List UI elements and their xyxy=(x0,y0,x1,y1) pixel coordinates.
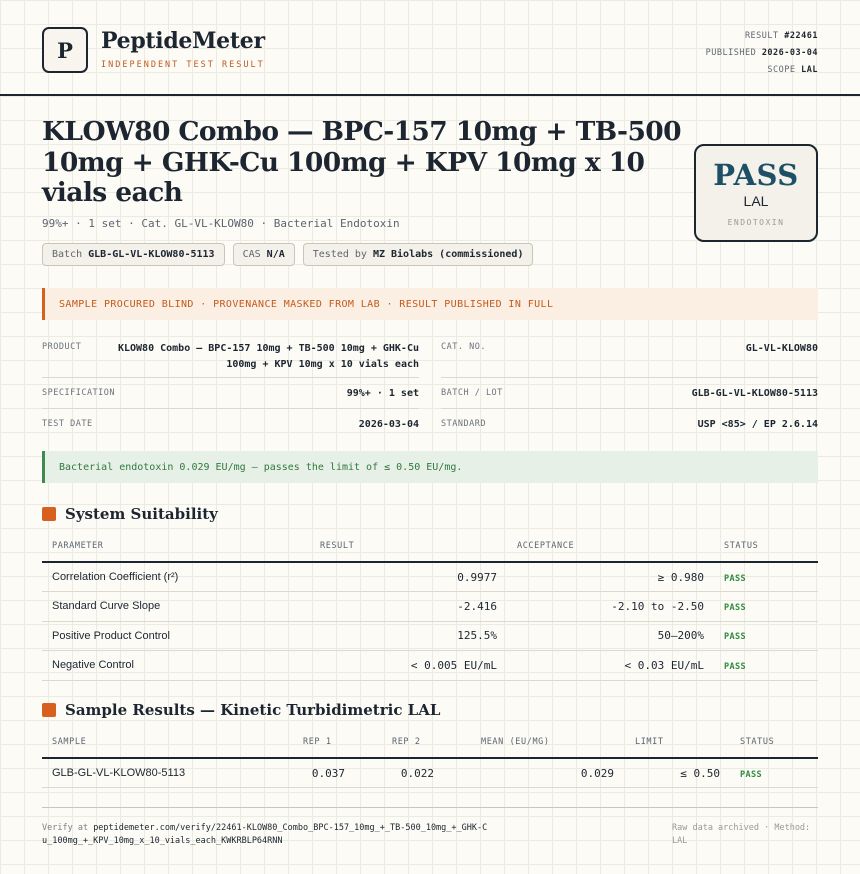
status-badge: PASS xyxy=(724,573,747,584)
info-batch-lot: BATCH / LOT GLB-GL-VL-KLOW80-5113 xyxy=(441,388,818,409)
report-header: P PeptideMeter INDEPENDENT TEST RESULT R… xyxy=(0,0,860,96)
limit-cell: ≤ 0.50 xyxy=(614,758,720,788)
verify-link[interactable]: peptidemeter.com/verify/22461-KLOW80_Com… xyxy=(42,823,488,846)
suitability-heading: System Suitability xyxy=(42,505,218,523)
brand-tagline: INDEPENDENT TEST RESULT xyxy=(101,60,265,70)
pass-word: PASS xyxy=(713,158,799,192)
param-cell: Negative Control xyxy=(42,650,310,681)
result-summary-banner: Bacterial endotoxin 0.029 EU/mg — passes… xyxy=(42,451,818,483)
acceptance-cell: 50–200% xyxy=(497,621,704,651)
verify-text: Verify at peptidemeter.com/verify/22461-… xyxy=(42,822,492,848)
status-badge: PASS xyxy=(740,769,763,780)
info-label: TEST DATE xyxy=(42,419,93,429)
pass-stamp: PASS LAL ENDOTOXIN xyxy=(694,144,818,242)
published-line: PUBLISHED 2026-03-04 xyxy=(705,48,818,58)
status-cell: PASS xyxy=(704,562,818,592)
info-specification: SPECIFICATION 99%+ · 1 set xyxy=(42,388,419,409)
sample-cell: GLB-GL-VL-KLOW80-5113 xyxy=(42,758,256,788)
info-label: CAT. NO. xyxy=(441,342,486,352)
result-cell: 0.9977 xyxy=(310,562,497,592)
table-row: Standard Curve Slope -2.416 -2.10 to -2.… xyxy=(42,591,818,622)
scope-line: SCOPE LAL xyxy=(767,65,818,75)
param-cell: Standard Curve Slope xyxy=(42,591,310,622)
info-cat-no: CAT. NO. GL-VL-KLOW80 xyxy=(441,342,818,378)
status-badge: PASS xyxy=(724,602,747,613)
info-label: PRODUCT xyxy=(42,342,82,352)
blind-procurement-banner: SAMPLE PROCURED BLIND · PROVENANCE MASKE… xyxy=(42,288,818,320)
tested-by-chip: Tested by MZ Biolabs (commissioned) xyxy=(302,243,534,266)
table-row: Correlation Coefficient (r²) 0.9977 ≥ 0.… xyxy=(42,562,818,592)
info-value: GL-VL-KLOW80 xyxy=(745,343,818,354)
status-cell: PASS xyxy=(720,758,818,788)
cas-chip: CAS N/A xyxy=(232,243,295,266)
acceptance-cell: < 0.03 EU/mL xyxy=(497,650,704,681)
suitability-table: PARAMETER RESULT ACCEPTANCE STATUS Corre… xyxy=(42,531,818,681)
batch-chip: Batch GLB-GL-VL-KLOW80-5113 xyxy=(42,243,225,266)
col-header: PARAMETER xyxy=(42,531,310,563)
table-header-row: SAMPLE REP 1 REP 2 MEAN (EU/MG) LIMIT ST… xyxy=(42,727,818,759)
status-badge: PASS xyxy=(724,632,747,643)
archived-note: Raw data archived · Method: LAL xyxy=(672,823,811,846)
status-badge: PASS xyxy=(724,661,747,672)
info-label: SPECIFICATION xyxy=(42,388,116,398)
logo-icon[interactable]: P xyxy=(42,27,88,73)
col-header: LIMIT xyxy=(614,727,720,759)
info-product: PRODUCT KLOW80 Combo — BPC-157 10mg + TB… xyxy=(42,342,419,378)
param-cell: Correlation Coefficient (r²) xyxy=(42,562,310,592)
col-header: SAMPLE xyxy=(42,727,256,759)
col-header: RESULT xyxy=(310,531,497,563)
rep1-cell: 0.037 xyxy=(256,758,345,788)
acceptance-cell: -2.10 to -2.50 xyxy=(497,591,704,622)
result-cell: < 0.005 EU/mL xyxy=(310,650,497,681)
section-marker-icon xyxy=(42,507,56,521)
result-cell: -2.416 xyxy=(310,591,497,622)
info-value: USP <85> / EP 2.6.14 xyxy=(697,419,818,430)
col-header: MEAN (EU/MG) xyxy=(434,727,614,759)
stamp-test: ENDOTOXIN xyxy=(727,218,785,227)
suitability-heading-text: System Suitability xyxy=(65,505,218,523)
brand-name[interactable]: PeptideMeter xyxy=(101,28,265,54)
info-standard: STANDARD USP <85> / EP 2.6.14 xyxy=(441,419,818,440)
mean-cell: 0.029 xyxy=(434,758,614,788)
sample-results-heading: Sample Results — Kinetic Turbidimetric L… xyxy=(42,701,440,719)
product-title: KLOW80 Combo — BPC-157 10mg + TB-500 10m… xyxy=(42,116,682,208)
col-header: REP 2 xyxy=(345,727,434,759)
col-header: REP 1 xyxy=(256,727,345,759)
table-row: Positive Product Control 125.5% 50–200% … xyxy=(42,621,818,651)
param-cell: Positive Product Control xyxy=(42,621,310,651)
sample-results-table: SAMPLE REP 1 REP 2 MEAN (EU/MG) LIMIT ST… xyxy=(42,727,818,788)
section-marker-icon xyxy=(42,703,56,717)
status-cell: PASS xyxy=(704,591,818,622)
table-row: GLB-GL-VL-KLOW80-5113 0.037 0.022 0.029 … xyxy=(42,758,818,788)
status-cell: PASS xyxy=(704,650,818,681)
col-header: STATUS xyxy=(704,531,818,563)
info-value: 99%+ · 1 set xyxy=(346,388,419,399)
info-label: STANDARD xyxy=(441,419,486,429)
result-id-line: RESULT #22461 xyxy=(744,31,818,41)
table-header-row: PARAMETER RESULT ACCEPTANCE STATUS xyxy=(42,531,818,563)
info-label: BATCH / LOT xyxy=(441,388,503,398)
info-value: 2026-03-04 xyxy=(358,419,419,430)
result-cell: 125.5% xyxy=(310,621,497,651)
rep2-cell: 0.022 xyxy=(345,758,434,788)
product-subline: 99%+ · 1 set · Cat. GL-VL-KLOW80 · Bacte… xyxy=(42,217,400,230)
stamp-method: LAL xyxy=(743,193,769,209)
info-test-date: TEST DATE 2026-03-04 xyxy=(42,419,419,440)
sample-results-heading-text: Sample Results — Kinetic Turbidimetric L… xyxy=(65,701,441,719)
col-header: ACCEPTANCE xyxy=(497,531,704,563)
result-meta: RESULT #22461 PUBLISHED 2026-03-04 SCOPE… xyxy=(706,28,818,79)
acceptance-cell: ≥ 0.980 xyxy=(497,562,704,592)
status-cell: PASS xyxy=(704,621,818,651)
table-row: Negative Control < 0.005 EU/mL < 0.03 EU… xyxy=(42,650,818,681)
col-header: STATUS xyxy=(720,727,818,759)
product-chips: Batch GLB-GL-VL-KLOW80-5113 CAS N/A Test… xyxy=(42,243,534,266)
info-value: KLOW80 Combo — BPC-157 10mg + TB-500 10m… xyxy=(117,343,419,370)
info-value: GLB-GL-VL-KLOW80-5113 xyxy=(691,388,818,399)
footer-divider xyxy=(42,807,818,808)
verify-prefix: Verify at xyxy=(42,823,89,833)
